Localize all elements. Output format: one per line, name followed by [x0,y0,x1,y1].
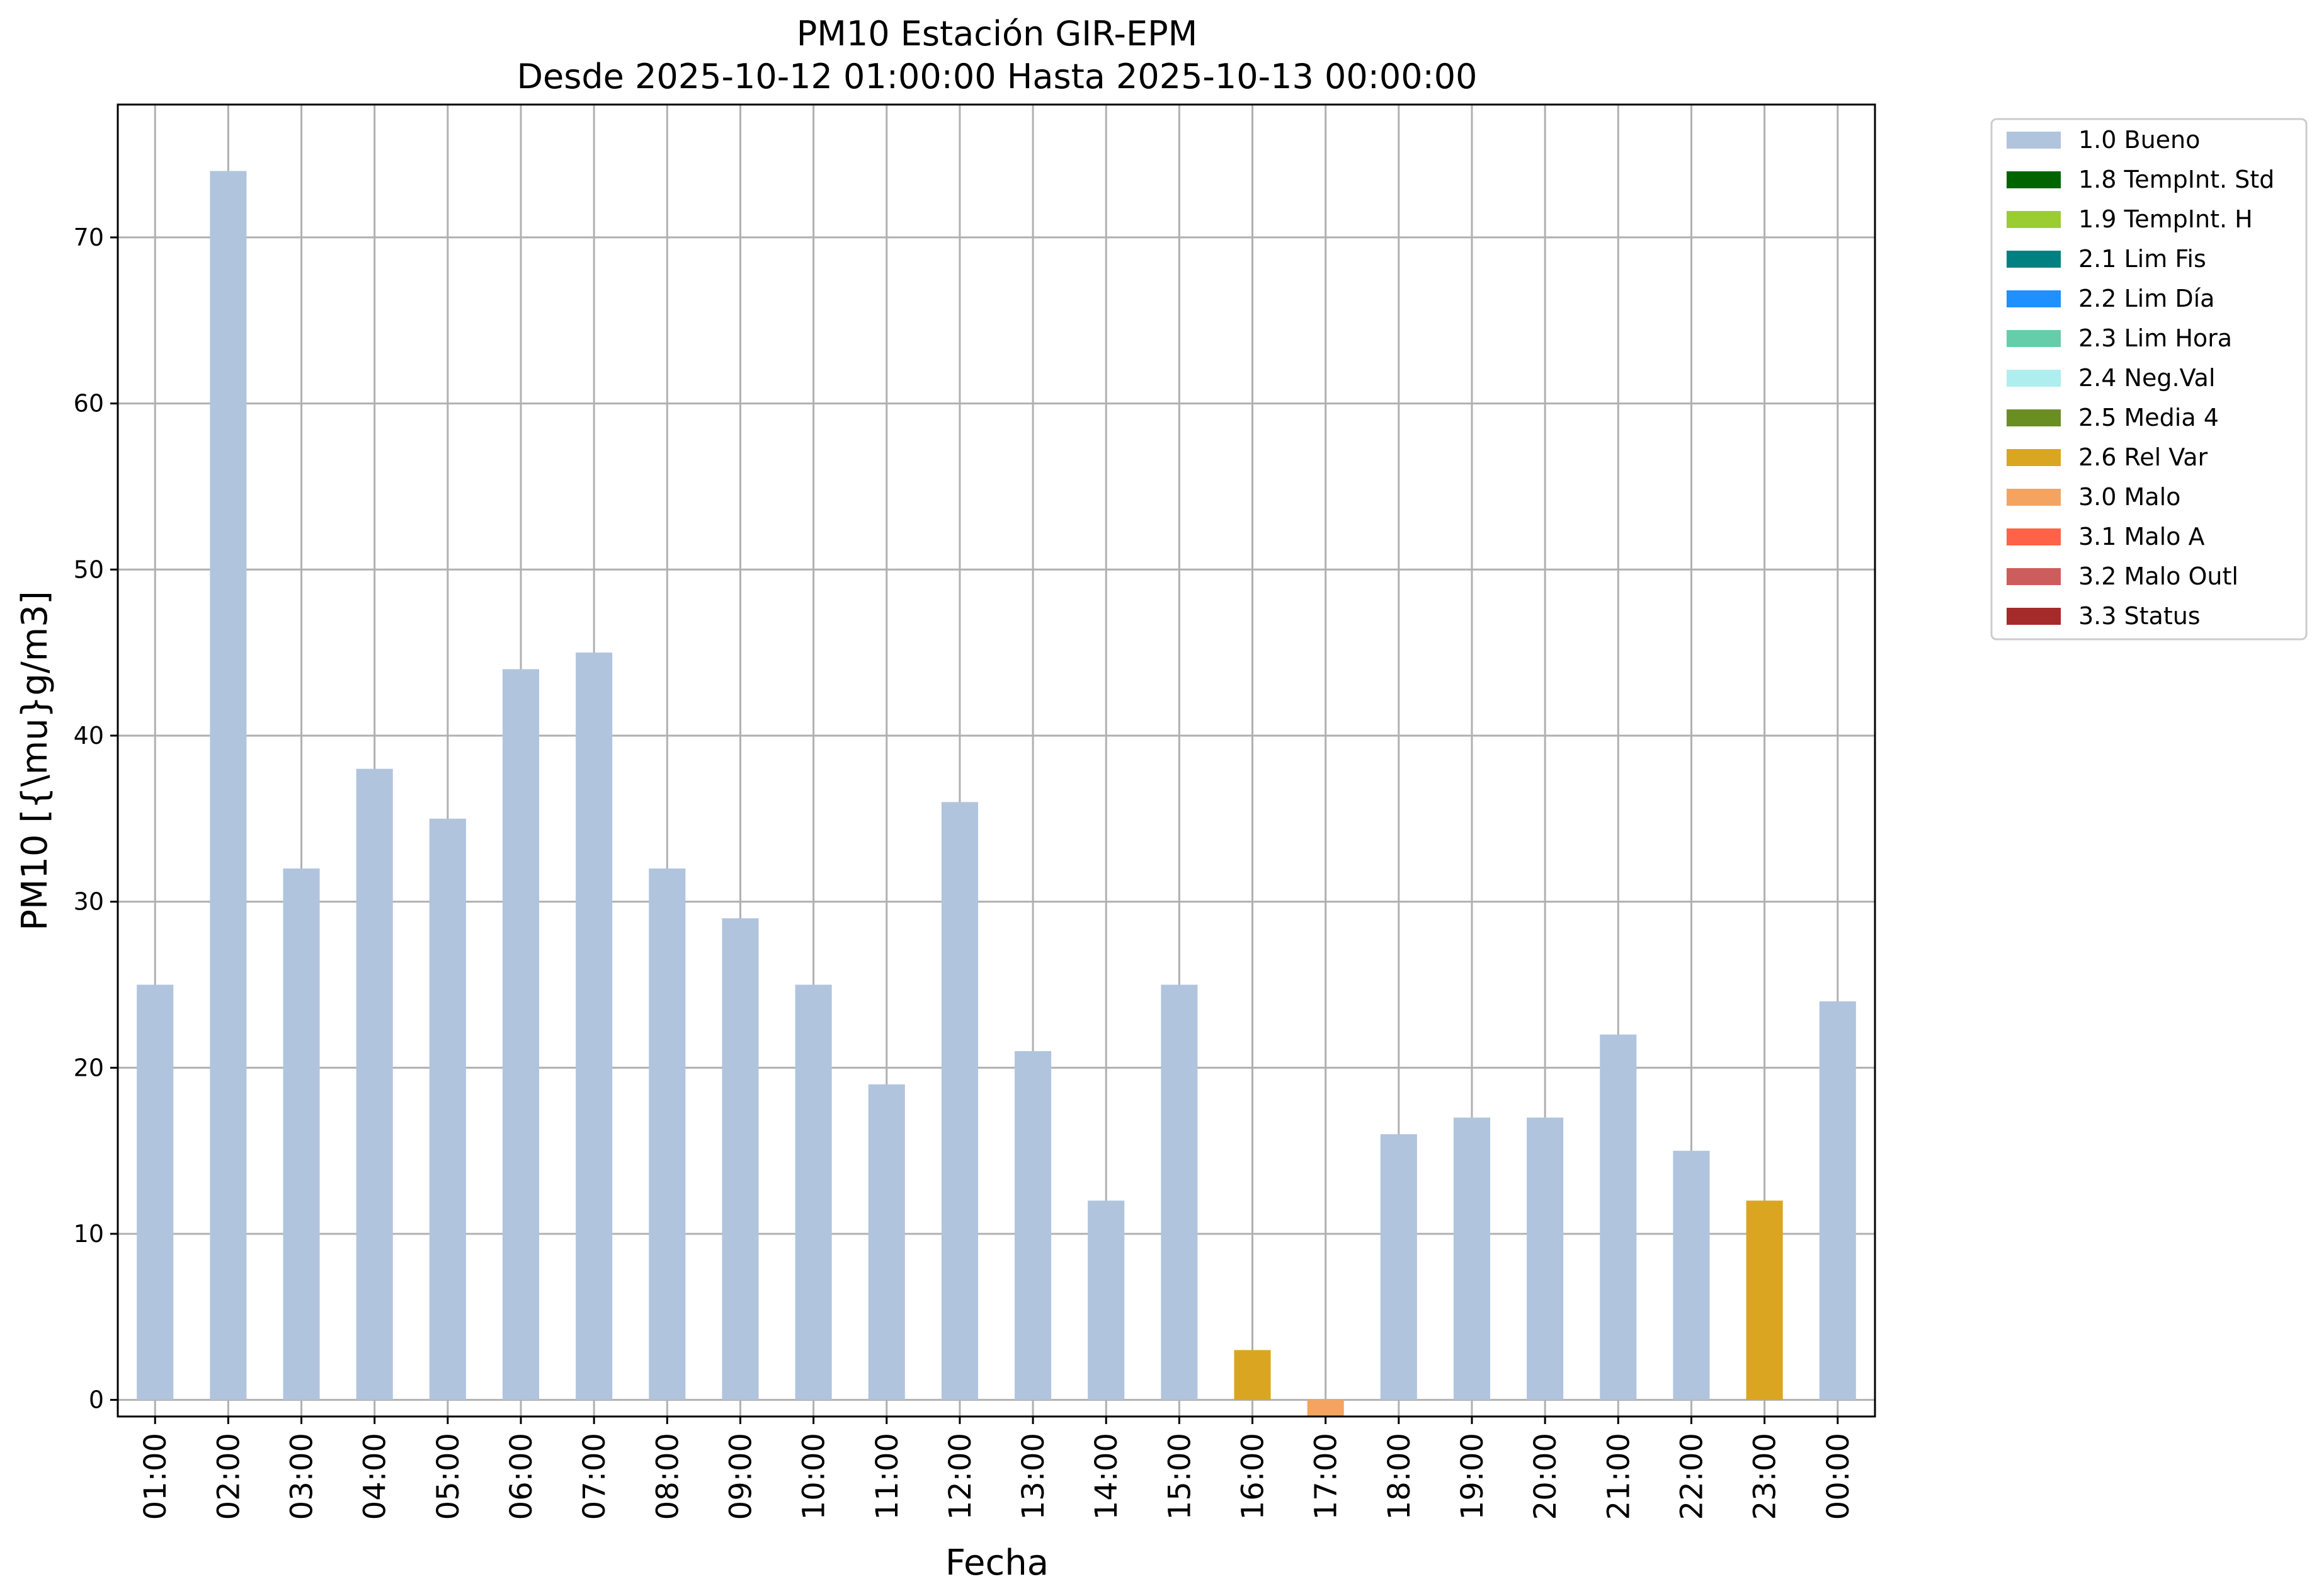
x-tick-label: 14:00 [1089,1433,1124,1520]
x-tick-label: 02:00 [211,1433,246,1520]
bar [1746,1200,1783,1400]
legend-swatch [2007,171,2061,188]
x-tick-label: 19:00 [1455,1433,1490,1520]
bar [722,918,759,1400]
legend-entry: 2.3 Lim Hora [2078,324,2232,352]
legend-box [1990,118,2308,641]
x-tick-label: 11:00 [870,1433,905,1520]
x-tick-label: 22:00 [1674,1433,1709,1520]
bar [1819,1001,1856,1400]
y-axis-ticks: 0 10 20 30 40 50 60 70 [74,224,118,1414]
bar [795,984,832,1400]
y-tick-label: 40 [74,722,104,750]
bar [868,1084,905,1400]
x-tick-label: 10:00 [797,1433,832,1520]
bar [1015,1051,1052,1400]
x-tick-label: 03:00 [285,1433,320,1520]
legend-swatch [2007,489,2061,506]
bar [1234,1350,1271,1400]
x-tick-label: 15:00 [1162,1433,1197,1520]
bar [502,669,540,1400]
bar [576,653,613,1400]
bar [1161,984,1198,1400]
bar [210,171,247,1400]
y-tick-label: 20 [74,1054,104,1081]
x-tick-label: 09:00 [723,1433,758,1520]
x-tick-label: 13:00 [1016,1433,1051,1520]
bar [1673,1151,1710,1400]
x-axis-label: Fecha [945,1542,1049,1583]
plot-area-frame [117,103,1876,1418]
legend-swatch [2007,370,2061,387]
legend-entry: 1.9 TempInt. H [2078,205,2253,233]
y-axis-label: PM10 [{\mu}g/m3] [14,591,55,931]
x-tick-label: 12:00 [943,1433,978,1520]
x-tick-label: 00:00 [1821,1433,1856,1520]
x-tick-label: 07:00 [577,1433,612,1520]
legend-swatch [2007,528,2061,545]
chart-title-line-1: PM10 Estación GIR-EPM [797,14,1198,54]
bar [649,868,686,1400]
bar [137,984,174,1400]
x-tick-label: 17:00 [1309,1433,1344,1520]
legend-entry: 3.3 Status [2078,602,2201,630]
bar [1380,1134,1417,1400]
x-tick-label: 06:00 [504,1433,539,1520]
x-tick-label: 16:00 [1236,1433,1271,1520]
legend-entry: 3.0 Malo [2078,483,2180,511]
legend-swatch [2007,409,2061,426]
legend-swatch [2007,449,2061,466]
x-tick-label: 20:00 [1528,1433,1563,1520]
legend-swatch [2007,568,2061,585]
legend-entry: 3.2 Malo Outl [2078,562,2238,590]
y-tick-label: 10 [74,1220,104,1248]
legend-entry: 2.6 Rel Var [2078,443,2208,471]
legend-entry: 1.0 Bueno [2078,126,2200,154]
x-tick-label: 23:00 [1748,1433,1783,1520]
legend-swatch [2007,251,2061,268]
x-axis-ticks: 01:00 02:00 03:00 04:00 05:00 06:00 07:00 08:00… [138,1416,1856,1520]
x-tick-label: 08:00 [650,1433,685,1520]
legend-entry: 2.5 Media 4 [2078,404,2219,431]
y-tick-label: 0 [89,1386,104,1414]
legend-entry: 1.8 TempInt. Std [2078,166,2274,193]
legend-entry: 3.1 Malo A [2078,523,2204,550]
x-tick-label: 18:00 [1382,1433,1417,1520]
legend-entry: 2.1 Lim Fis [2078,245,2206,273]
bar [356,768,393,1400]
legend: 1.0 Bueno 1.8 TempInt. Std 1.9 TempInt. H 2… [1990,118,2308,641]
bar [429,818,466,1400]
x-tick-label: 04:00 [358,1433,393,1520]
y-tick-label: 70 [74,224,104,251]
legend-swatch [2007,608,2061,625]
chart-title-line-2: Desde 2025-10-12 01:00:00 Hasta 2025-10-… [516,57,1477,96]
bar [1307,1399,1344,1416]
legend-swatch [2007,290,2061,307]
bar [1453,1117,1491,1400]
bar [941,802,978,1400]
legend-entry: 2.4 Neg.Val [2078,364,2215,392]
bar [283,868,320,1400]
y-tick-label: 50 [74,556,104,583]
bar [1088,1200,1125,1400]
x-tick-label: 05:00 [431,1433,466,1520]
bar [1600,1034,1637,1400]
legend-swatch [2007,211,2061,228]
bar [1527,1117,1564,1400]
legend-swatch [2007,330,2061,347]
legend-entry: 2.2 Lim Día [2078,285,2214,312]
x-tick-label: 01:00 [138,1433,173,1520]
bars [137,171,1856,1416]
y-tick-label: 30 [74,888,104,916]
y-tick-label: 60 [74,390,104,418]
x-tick-label: 21:00 [1601,1433,1636,1520]
legend-swatch [2007,132,2061,149]
